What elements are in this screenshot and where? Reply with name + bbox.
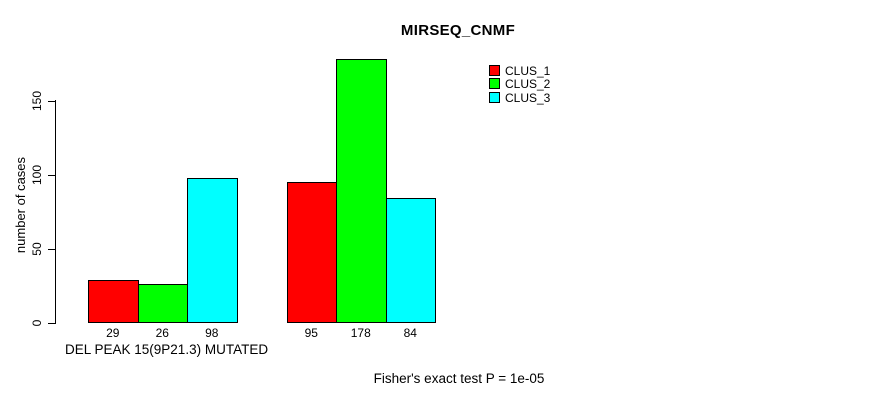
bar-clus_3 [187,177,238,323]
legend-key-clus_1 [489,65,500,76]
bar-value-label: 95 [304,326,318,340]
y-tick-label: 0 [30,319,44,327]
y-axis-label: number of cases [13,156,28,254]
bar-clus_1 [88,279,139,323]
fisher-test-annotation: Fisher's exact test P = 1e-05 [373,371,545,386]
y-tick-label: 150 [30,90,44,112]
bar-value-label: 29 [106,326,120,340]
bar-value-label: 98 [205,326,219,340]
legend-label-clus_2: CLUS_2 [505,77,551,92]
y-tick-label: 50 [30,242,44,256]
y-tick-mark [48,175,55,176]
bar-value-label: 84 [403,326,417,340]
bar-clus_3 [385,198,436,323]
bar-clus_2 [137,284,188,323]
legend-key-clus_3 [489,91,500,103]
bar-clus_1 [286,182,337,323]
legend-key-clus_2 [489,78,500,90]
chart-title: MIRSEQ_CNMF [400,22,516,39]
y-tick-mark [48,249,55,250]
legend-label-clus_1: CLUS_1 [505,64,551,78]
bar-clus_2 [336,58,387,323]
y-axis-line [55,100,56,324]
x-axis-label: DEL PEAK 15(9P21.3) MUTATED [65,342,269,357]
y-tick-mark [48,323,55,324]
y-tick-label: 100 [30,164,44,186]
bar-value-label: 26 [155,326,169,340]
legend-label-clus_3: CLUS_3 [505,90,551,105]
y-tick-mark [48,101,55,102]
bar-value-label: 178 [350,326,371,340]
